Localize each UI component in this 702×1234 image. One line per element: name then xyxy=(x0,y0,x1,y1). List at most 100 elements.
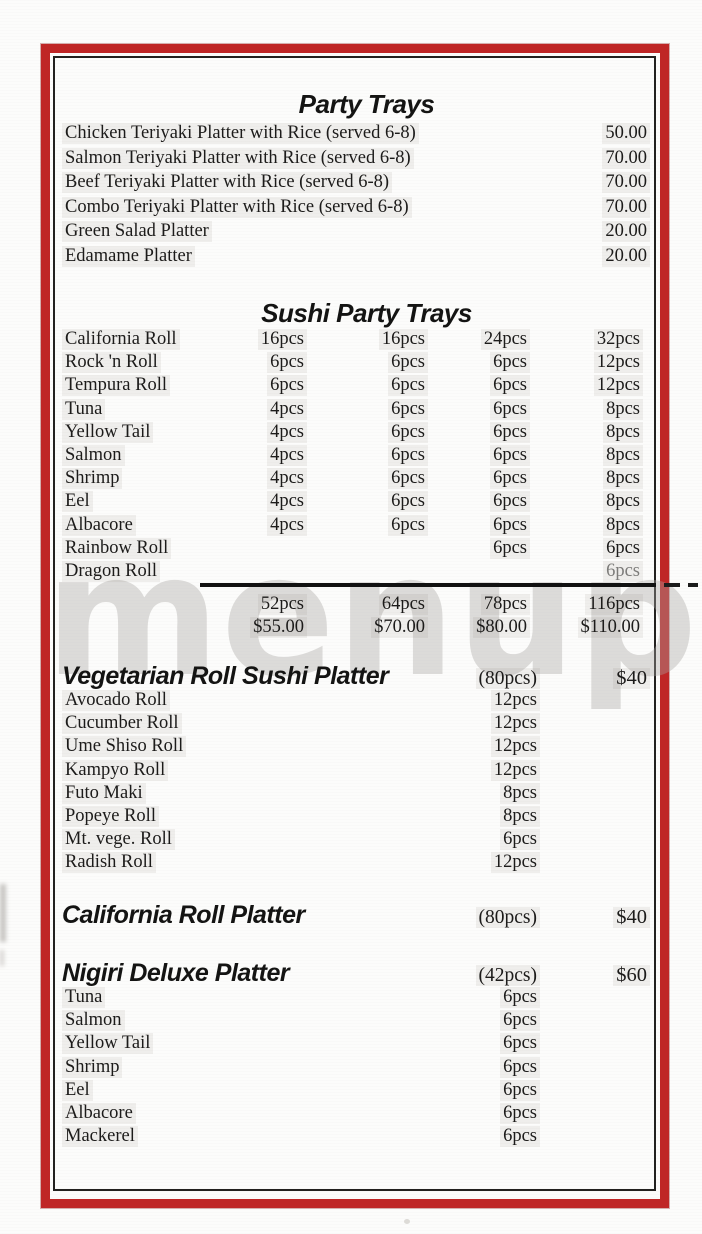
qty-cell-3 xyxy=(428,561,530,582)
qty-cell-2: 6pcs xyxy=(307,514,428,536)
qty-cell-3: 6pcs xyxy=(428,421,530,443)
item-name-cell: Salmon xyxy=(62,444,232,466)
qty-cell-4: 8pcs xyxy=(530,514,643,536)
section-price: $40 xyxy=(540,667,650,690)
menu-item-row: Albacore 6pcs xyxy=(62,1102,540,1126)
item-name: Combo Teriyaki Platter with Rice (served… xyxy=(62,196,412,218)
nigiri-items-list: Tuna 6pcs Salmon 6pcs Yellow Tail 6pcs S… xyxy=(62,987,540,1149)
item-name: Mt. vege. Roll xyxy=(62,829,175,851)
section-price: $60 xyxy=(540,964,650,987)
sushi-table-row: Yellow Tail 4pcs 6pcs 6pcs 8pcs xyxy=(62,421,643,445)
vegetarian-platter-heading: Vegetarian Roll Sushi Platter (80pcs) $4… xyxy=(62,661,650,691)
item-qty: 12pcs xyxy=(490,690,540,711)
qty-cell-3: 6pcs xyxy=(428,352,530,374)
item-price: 20.00 xyxy=(602,245,650,267)
item-name-cell: Yellow Tail xyxy=(62,421,232,443)
qty-cell-3: 6pcs xyxy=(428,444,530,466)
item-name-cell: Tuna xyxy=(62,398,232,420)
menu-item-row: Salmon 6pcs xyxy=(62,1010,540,1033)
qty-cell-3: 6pcs xyxy=(428,468,530,490)
item-qty: 6pcs xyxy=(500,1010,540,1032)
qty-cell-1: 4pcs xyxy=(232,491,307,513)
qty-cell-2: 16pcs xyxy=(307,329,428,350)
qty-cell-3: 6pcs xyxy=(428,491,530,513)
vegetarian-items-list: Avocado Roll 12pcs Cucumber Roll 12pcs U… xyxy=(62,690,540,876)
item-name: Tuna xyxy=(62,987,106,1008)
qty-cell-3: 6pcs xyxy=(428,375,530,397)
item-price: 50.00 xyxy=(602,123,650,144)
item-name: Salmon xyxy=(62,1010,125,1032)
item-name: Yellow Tail xyxy=(62,1033,154,1055)
qty-cell-1: 6pcs xyxy=(232,375,307,397)
item-name: Mackerel xyxy=(62,1126,138,1148)
qty-cell-4: 8pcs xyxy=(530,398,643,420)
item-name-cell: Eel xyxy=(62,491,232,513)
total-price-1: $55.00 xyxy=(232,617,307,638)
qty-cell-2: 6pcs xyxy=(307,491,428,513)
item-qty: 6pcs xyxy=(500,1033,540,1055)
item-name: Albacore xyxy=(62,1102,136,1124)
qty-cell-2: 6pcs xyxy=(307,375,428,397)
qty-cell-4: 12pcs xyxy=(530,352,643,374)
qty-cell-2 xyxy=(307,538,428,559)
item-price: 70.00 xyxy=(602,172,650,194)
menu-item-row: Mt. vege. Roll 6pcs xyxy=(62,829,540,852)
item-name: Cucumber Roll xyxy=(62,713,182,735)
menu-item-row: Shrimp 6pcs xyxy=(62,1056,540,1080)
item-name: Green Salad Platter xyxy=(62,221,212,243)
item-qty: 12pcs xyxy=(490,736,540,758)
item-qty: 6pcs xyxy=(500,1126,540,1148)
scan-smudge xyxy=(0,950,4,966)
item-qty: 6pcs xyxy=(500,1056,540,1078)
sushi-table-row: Salmon 4pcs 6pcs 6pcs 8pcs xyxy=(62,444,643,468)
item-name: Ume Shiso Roll xyxy=(62,736,187,758)
menu-item-row: Tuna 6pcs xyxy=(62,987,540,1010)
menu-item-row: Futo Maki 8pcs xyxy=(62,782,540,806)
item-price: 70.00 xyxy=(602,147,650,169)
item-name: Beef Teriyaki Platter with Rice (served … xyxy=(62,172,393,194)
qty-cell-1: 4pcs xyxy=(232,421,307,443)
california-platter-heading: California Roll Platter (80pcs) $40 xyxy=(62,900,650,930)
qty-cell-2: 6pcs xyxy=(307,398,428,420)
item-name: Popeye Roll xyxy=(62,805,159,827)
menu-item-row: Avocado Roll 12pcs xyxy=(62,690,540,713)
qty-cell-4: 8pcs xyxy=(530,468,643,490)
qty-cell-1 xyxy=(232,561,307,582)
sushi-table-row: Eel 4pcs 6pcs 6pcs 8pcs xyxy=(62,491,643,514)
totals-price-row: $55.00 $70.00 $80.00 $110.00 xyxy=(62,617,650,640)
totals-divider-line xyxy=(200,583,656,587)
item-name: Eel xyxy=(62,1079,93,1101)
sushi-party-trays-heading: Sushi Party Trays xyxy=(261,298,472,328)
section-size: (80pcs) xyxy=(430,907,540,929)
total-pcs-4: 116pcs xyxy=(530,594,643,615)
item-qty: 12pcs xyxy=(490,713,540,735)
qty-cell-1: 4pcs xyxy=(232,444,307,466)
menu-item-row: Eel 6pcs xyxy=(62,1079,540,1103)
section-title: Nigiri Deluxe Platter xyxy=(62,959,290,987)
qty-cell-2: 6pcs xyxy=(307,468,428,490)
totals-pcs-row: 52pcs 64pcs 78pcs 116pcs xyxy=(62,594,650,617)
sushi-table-row: Albacore 4pcs 6pcs 6pcs 8pcs xyxy=(62,514,643,538)
total-price-4: $110.00 xyxy=(530,617,643,638)
menu-item-row: Kampyo Roll 12pcs xyxy=(62,759,540,783)
sushi-table-row: Dragon Roll 6pcs xyxy=(62,560,643,584)
qty-cell-2: 6pcs xyxy=(307,444,428,466)
item-name: Avocado Roll xyxy=(62,690,170,711)
menu-item-row: Mackerel 6pcs xyxy=(62,1126,540,1149)
menu-item-row: Yellow Tail 6pcs xyxy=(62,1033,540,1056)
item-name: Futo Maki xyxy=(62,782,146,804)
menu-item-row: Ume Shiso Roll 12pcs xyxy=(62,736,540,759)
item-qty: 12pcs xyxy=(490,759,540,781)
item-name-cell: California Roll xyxy=(62,329,232,350)
menu-item-row: Popeye Roll 8pcs xyxy=(62,805,540,829)
menu-item-row: Salmon Teriyaki Platter with Rice (serve… xyxy=(62,147,650,173)
item-qty: 6pcs xyxy=(500,987,540,1008)
item-name: Shrimp xyxy=(62,1056,123,1078)
qty-cell-4: 8pcs xyxy=(530,421,643,443)
total-pcs-3: 78pcs xyxy=(428,594,530,615)
sushi-table-row: Rainbow Roll 6pcs 6pcs xyxy=(62,537,643,561)
menu-item-row: Chicken Teriyaki Platter with Rice (serv… xyxy=(62,123,650,148)
qty-cell-2: 6pcs xyxy=(307,421,428,443)
menu-item-row: Beef Teriyaki Platter with Rice (served … xyxy=(62,172,650,197)
total-price-3: $80.00 xyxy=(428,617,530,638)
